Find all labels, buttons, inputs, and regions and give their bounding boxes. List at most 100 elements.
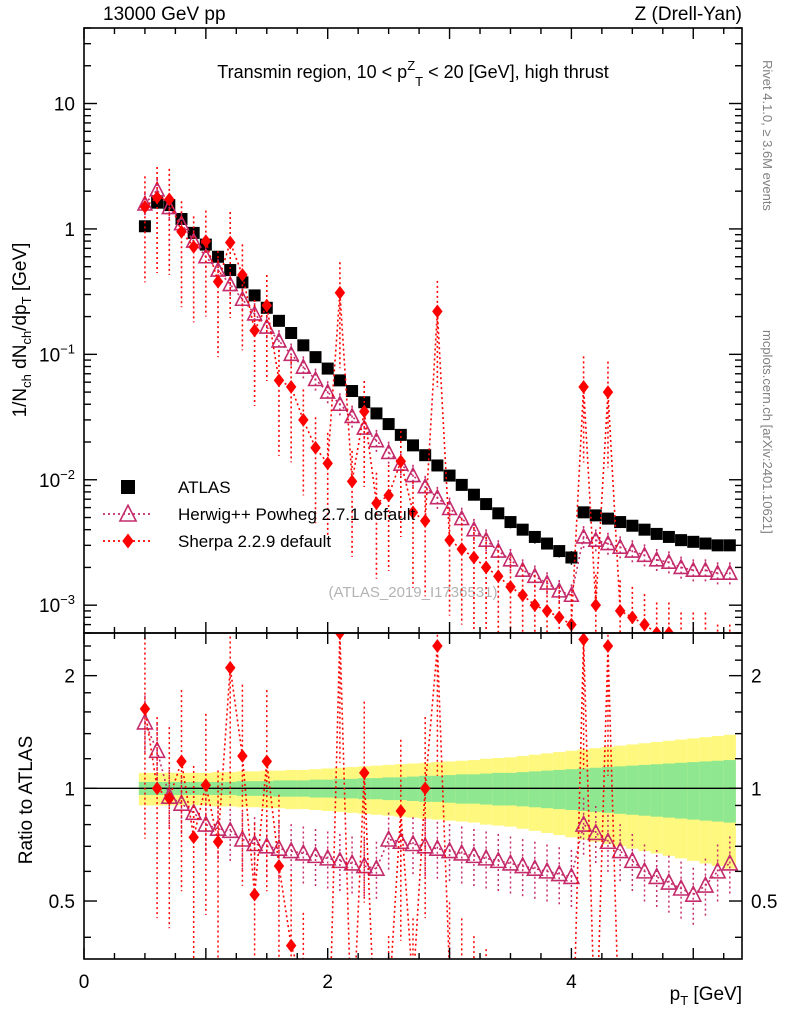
ratio-uncertainty-bands: [84, 734, 742, 869]
data-point-filled-square: [407, 439, 419, 452]
data-point-filled-square: [248, 289, 261, 302]
data-point-filled-diamond: [176, 224, 187, 239]
xlabel: pT [GeV]: [670, 984, 742, 1008]
y-tick-label-ratio: 1: [64, 779, 75, 800]
svg-text:1/Nch dNch/dpT [GeV]: 1/Nch dNch/dpT [GeV]: [10, 243, 34, 418]
data-point-open-triangle: [587, 530, 604, 547]
data-point-filled-square: [516, 523, 529, 536]
plot-title: Transmin region, 10 < pZT < 20 [GeV], hi…: [217, 58, 608, 89]
ratio-point-open-triangle: [294, 843, 313, 861]
data-point-open-triangle: [270, 331, 288, 348]
data-point-filled-diamond: [224, 235, 236, 250]
data-point-open-triangle: [258, 317, 275, 334]
uncertainty-band-segment: [638, 764, 651, 816]
data-point-filled-square: [480, 498, 493, 511]
data-point-filled-diamond: [188, 239, 199, 254]
ratio-panel-data: [136, 633, 739, 959]
ratio-point-filled-diamond: [395, 804, 407, 818]
data-point-open-triangle: [538, 573, 556, 590]
ratio-point-open-triangle: [452, 843, 471, 861]
data-point-filled-diamond: [371, 496, 382, 511]
data-point-filled-square: [224, 264, 237, 277]
legend-marker-open-triangle: [118, 503, 138, 522]
legend-label: ATLAS: [178, 478, 231, 497]
uncertainty-band-segment: [601, 767, 615, 813]
data-point-open-triangle: [343, 407, 361, 424]
ratio-point-open-triangle: [477, 848, 495, 866]
y-tick-label-ratio-right: 2: [751, 667, 762, 688]
ratio-point-filled-diamond: [237, 749, 248, 763]
data-point-filled-square: [504, 516, 517, 529]
data-point-filled-diamond: [505, 579, 516, 594]
data-point-open-triangle: [246, 304, 263, 321]
data-point-filled-square: [601, 512, 614, 525]
legend-marker-filled-square: [121, 480, 135, 494]
legend-item[interactable]: Sherpa 2.2.9 default: [103, 532, 331, 551]
data-point-filled-diamond: [346, 474, 358, 489]
ratio-point-filled-diamond: [273, 859, 285, 873]
data-point-open-triangle: [331, 394, 349, 412]
data-point-filled-diamond: [480, 560, 492, 575]
ratio-point-open-triangle: [465, 846, 483, 864]
ratio-point-open-triangle: [550, 864, 569, 882]
data-point-filled-square: [297, 339, 310, 352]
data-point-filled-diamond: [322, 456, 333, 471]
data-point-open-triangle: [672, 558, 690, 575]
ratio-point-open-triangle: [611, 841, 629, 859]
data-point-open-triangle: [697, 560, 714, 578]
data-point-filled-diamond: [553, 610, 565, 625]
ratio-point-open-triangle: [513, 856, 532, 874]
uncertainty-band-segment: [480, 773, 493, 805]
data-point-filled-diamond: [493, 569, 504, 584]
data-point-filled-diamond: [517, 588, 528, 603]
data-point-filled-square: [285, 326, 298, 339]
legend[interactable]: ATLAS Herwig++ Powheg 2.7.1 default Sherpa…: [103, 478, 415, 551]
ratio-point-open-triangle: [306, 846, 325, 864]
ratio-point-open-triangle: [696, 875, 715, 893]
data-point-filled-square: [638, 523, 651, 536]
data-point-filled-diamond: [383, 488, 394, 503]
y-tick-label-main: 1: [64, 220, 75, 241]
data-point-filled-square: [662, 530, 675, 543]
header-right: Z (Drell-Yan): [635, 4, 742, 25]
ratio-point-open-triangle: [574, 814, 593, 832]
data-point-open-triangle: [563, 585, 580, 603]
legend-item[interactable]: ATLAS: [121, 478, 231, 497]
data-point-filled-diamond: [237, 268, 248, 282]
data-point-filled-square: [467, 488, 480, 501]
ratio-point-open-triangle: [404, 834, 422, 852]
data-point-filled-square: [711, 539, 724, 552]
ratio-point-open-triangle: [586, 823, 605, 841]
data-point-filled-square: [553, 545, 566, 558]
uncertainty-band-segment: [626, 765, 639, 815]
ratio-point-open-triangle: [331, 851, 349, 869]
ratio-point-open-triangle: [428, 838, 447, 856]
data-point-open-triangle: [526, 567, 544, 584]
data-point-filled-square: [455, 478, 468, 491]
data-point-filled-diamond: [663, 626, 675, 633]
ratio-point-filled-diamond: [578, 633, 589, 647]
data-point-open-triangle: [575, 527, 592, 544]
uncertainty-band-segment: [711, 760, 724, 822]
legend-item[interactable]: Herwig++ Powheg 2.7.1 default: [103, 503, 415, 524]
uncertainty-band-segment: [577, 768, 590, 811]
data-point-open-triangle: [380, 443, 397, 460]
data-point-open-triangle: [636, 546, 653, 563]
data-point-filled-square: [699, 537, 712, 550]
ratio-point-filled-diamond: [419, 781, 431, 796]
data-point-filled-diamond: [298, 413, 309, 427]
x-tick-label: 4: [566, 972, 577, 993]
data-point-filled-diamond: [212, 274, 224, 289]
legend-label: Sherpa 2.2.9 default: [178, 532, 331, 551]
ratio-panel-frame: [83, 632, 743, 960]
ratio-point-open-triangle: [367, 858, 386, 876]
uncertainty-band-segment: [516, 772, 529, 807]
uncertainty-band-segment: [504, 772, 517, 806]
data-point-filled-diamond: [444, 533, 455, 548]
ratio-point-filled-diamond: [224, 660, 236, 675]
uncertainty-band-segment: [699, 761, 712, 821]
data-point-filled-diamond: [602, 385, 614, 399]
ratio-point-filled-diamond: [151, 781, 163, 796]
uncertainty-band-segment: [614, 766, 627, 814]
